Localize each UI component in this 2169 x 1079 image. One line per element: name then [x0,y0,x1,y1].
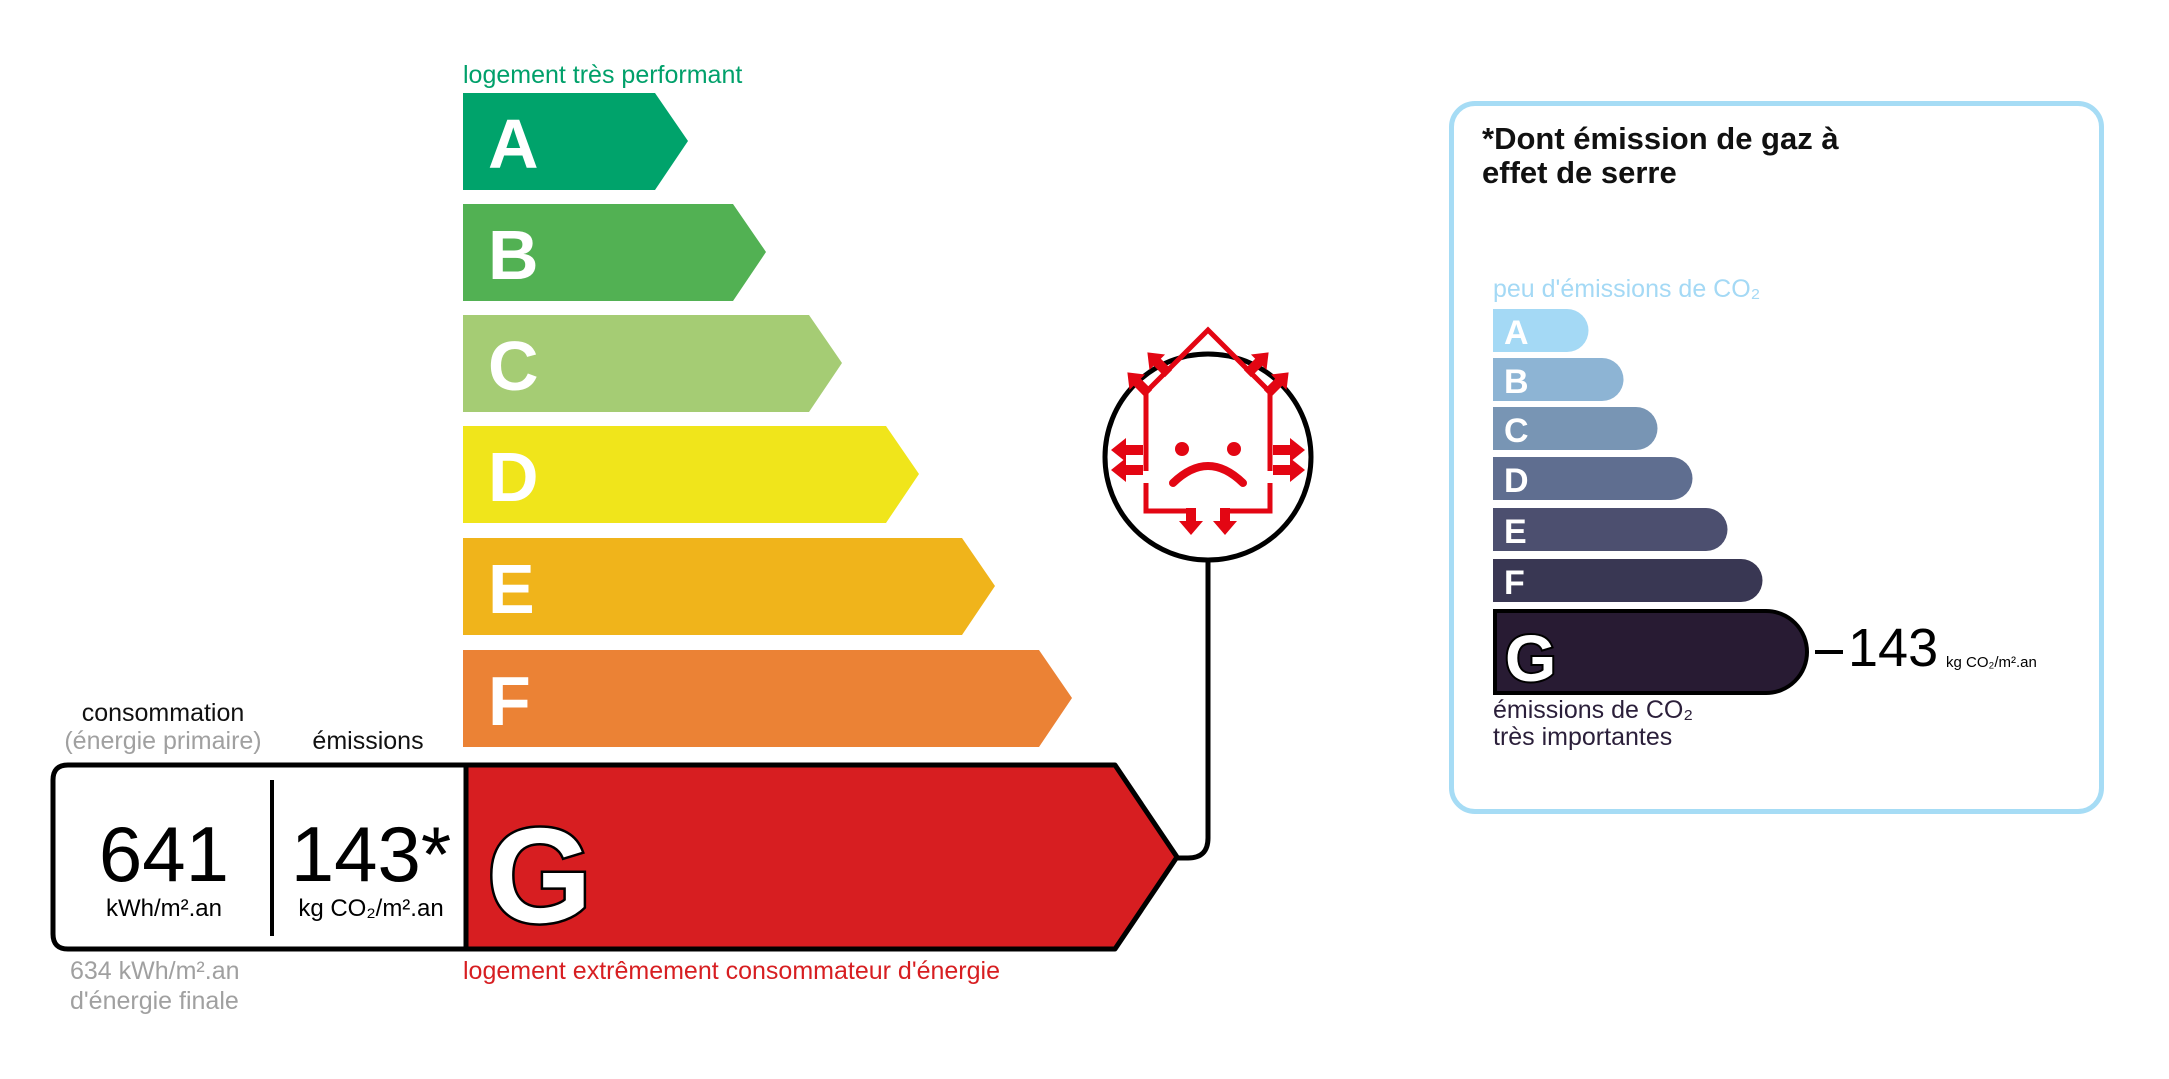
energy-bar-b: B [463,204,766,301]
ghg-bar-letter: F [1504,564,1525,602]
ghg-bar-a: A [1493,309,1589,352]
ghg-bar-g-current: G [1493,609,1809,697]
energy-bar-letter: D [488,438,539,516]
final-energy-line1: 634 kWh/m².an [70,957,240,985]
consumption-subheading: (énergie primaire) [64,727,262,755]
consumption-unit: kWh/m².an [105,895,222,922]
ghg-bar-letter: A [1504,314,1529,352]
ghg-bar-f: F [1493,559,1763,602]
energy-bar-f: F [463,650,1072,747]
ghg-bar-letter: E [1504,513,1527,551]
consumption-value: 641 [98,810,230,898]
energy-bar-letter: B [488,216,539,294]
energy-current-letter: G [487,800,592,951]
ghg-panel [1449,101,2104,814]
ghg-bar-e: E [1493,508,1728,551]
values-box [50,762,469,952]
emissions-unit: kg CO₂/m².an [298,895,444,922]
ghg-bar-b: B [1493,358,1624,401]
ghg-current-letter: G [1505,621,1556,695]
icon-connector [1177,562,1211,861]
sad-house-heat-loss-icon [1102,326,1314,563]
ghg-bar-c: C [1493,407,1658,450]
ghg-bottom-label-line2: très importantes [1493,723,1673,751]
emissions-value: 143* [290,810,452,898]
consumption-heading: consommation [81,699,245,727]
ghg-bottom-label-line1: émissions de CO₂ [1493,696,1694,724]
energy-bottom-label: logement extrêmement consommateur d'éner… [463,957,1000,985]
emissions-heading: émissions [312,727,424,755]
ghg-bar-letter: D [1504,462,1529,500]
energy-bar-a: A [463,93,688,190]
ghg-unit: kg CO₂/m².an [1946,654,2037,671]
energy-bar-d: D [463,426,919,523]
ghg-title: *Dont émission de gaz à effet de serre [1482,121,1839,190]
energy-bar-letter: E [488,550,535,628]
ghg-bar-letter: B [1504,363,1529,401]
ghg-bar-d: D [1493,457,1693,500]
energy-bar-e: E [463,538,995,635]
energy-bar-letter: C [488,327,539,405]
energy-top-label: logement très performant [463,61,743,89]
ghg-top-label: peu d'émissions de CO₂ [1493,275,1761,303]
energy-bar-c: C [463,315,842,412]
final-energy-line2: d'énergie finale [70,987,239,1015]
energy-bar-g-current: G [463,762,1180,954]
ghg-value: 143 [1848,618,1939,678]
energy-bar-letter: A [488,105,539,183]
ghg-bar-letter: C [1504,412,1529,450]
energy-bar-letter: F [488,662,531,740]
